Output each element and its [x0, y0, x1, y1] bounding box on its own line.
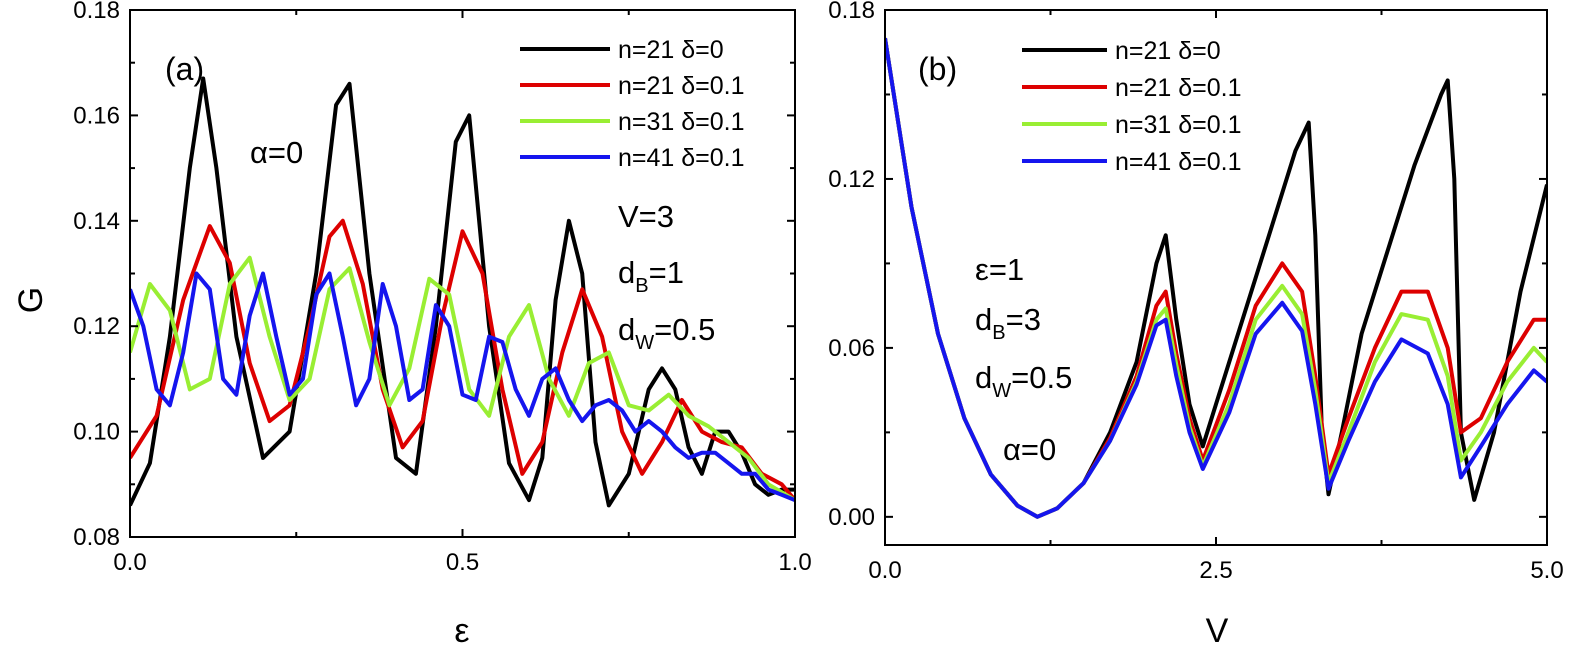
annotation-2: dW=0.5 [975, 360, 1072, 402]
annotation-subscript: W [635, 332, 654, 354]
annotation-base: α=0 [250, 135, 303, 170]
y-tick-label: 0.18 [73, 0, 120, 24]
annotation-base: d [975, 302, 992, 337]
legend: n=21 δ=0 n=21 δ=0.1 n=31 δ=0.1 n=41 δ=0.1 [1022, 37, 1242, 176]
x-axis-label: V [1206, 612, 1229, 650]
y-tick-label: 0.14 [73, 208, 120, 235]
annotation-base: V=3 [618, 199, 674, 234]
legend-label-2: n=31 δ=0.1 [1115, 111, 1242, 139]
series-line-2 [130, 255, 795, 502]
x-axis-label: ε [454, 612, 469, 650]
y-tick-label: 0.18 [828, 0, 875, 24]
x-tick-label: 2.5 [1199, 557, 1232, 584]
legend-label-3: n=41 δ=0.1 [1115, 148, 1242, 176]
y-tick-label: 0.12 [828, 166, 875, 193]
annotation-subscript: B [635, 275, 648, 297]
legend: n=21 δ=0 n=21 δ=0.1 n=31 δ=0.1 n=41 δ=0.1 [520, 36, 745, 172]
x-tick-label: 1.0 [778, 549, 811, 576]
annotation-0: α=0 [250, 135, 303, 170]
panel-a: 0.0 0.5 1.0 0.08 0.10 0.12 0.14 0.16 0.18 ε G (a) n=… [12, 0, 812, 650]
annotation-1: V=3 [618, 199, 674, 234]
annotation-base: d [618, 312, 635, 347]
annotation-3: α=0 [1003, 432, 1056, 467]
y-tick-label: 0.16 [73, 102, 120, 129]
x-tick-label: 0.0 [113, 549, 146, 576]
annotation-2: dB=1 [618, 255, 684, 297]
annotation-base: α=0 [1003, 432, 1056, 467]
annotation-suffix: =0.5 [654, 312, 715, 347]
y-tick-label: 0.00 [828, 504, 875, 531]
series-line-3 [130, 271, 795, 502]
y-tick-label: 0.12 [73, 313, 120, 340]
annotation-suffix: =3 [1006, 302, 1041, 337]
legend-label-1: n=21 δ=0.1 [618, 72, 745, 100]
annotation-base: d [975, 360, 992, 395]
panel-label: (b) [918, 51, 957, 87]
panel-label: (a) [165, 51, 204, 87]
annotation-suffix: =0.5 [1011, 360, 1072, 395]
series-group [885, 37, 1547, 519]
annotation-base: d [618, 255, 635, 290]
y-tick-label: 0.10 [73, 419, 120, 446]
legend-label-0: n=21 δ=0 [1115, 37, 1221, 65]
annotation-base: ε=1 [975, 252, 1024, 287]
panel-b: 0.0 2.5 5.00.000.060.120.18V(b) n=21 δ=0n=2… [828, 0, 1563, 650]
annotation-0: ε=1 [975, 252, 1024, 287]
x-tick-label: 0.5 [446, 549, 479, 576]
annotation-3: dW=0.5 [618, 312, 715, 354]
y-tick-label: 0.08 [73, 524, 120, 551]
series-line-3 [885, 37, 1547, 519]
y-tick-label: 0.06 [828, 335, 875, 362]
annotation-subscript: B [992, 322, 1005, 344]
legend-label-3: n=41 δ=0.1 [618, 144, 745, 172]
annotation-suffix: =1 [649, 255, 684, 290]
legend-label-1: n=21 δ=0.1 [1115, 74, 1242, 102]
annotation-subscript: W [992, 380, 1011, 402]
x-tick-label: 5.0 [1530, 557, 1563, 584]
x-tick-label: 0.0 [868, 557, 901, 584]
y-axis-label: G [12, 287, 50, 313]
series-group [130, 76, 795, 508]
legend-label-0: n=21 δ=0 [618, 36, 724, 64]
annotation-1: dB=3 [975, 302, 1041, 344]
legend-label-2: n=31 δ=0.1 [618, 108, 745, 136]
